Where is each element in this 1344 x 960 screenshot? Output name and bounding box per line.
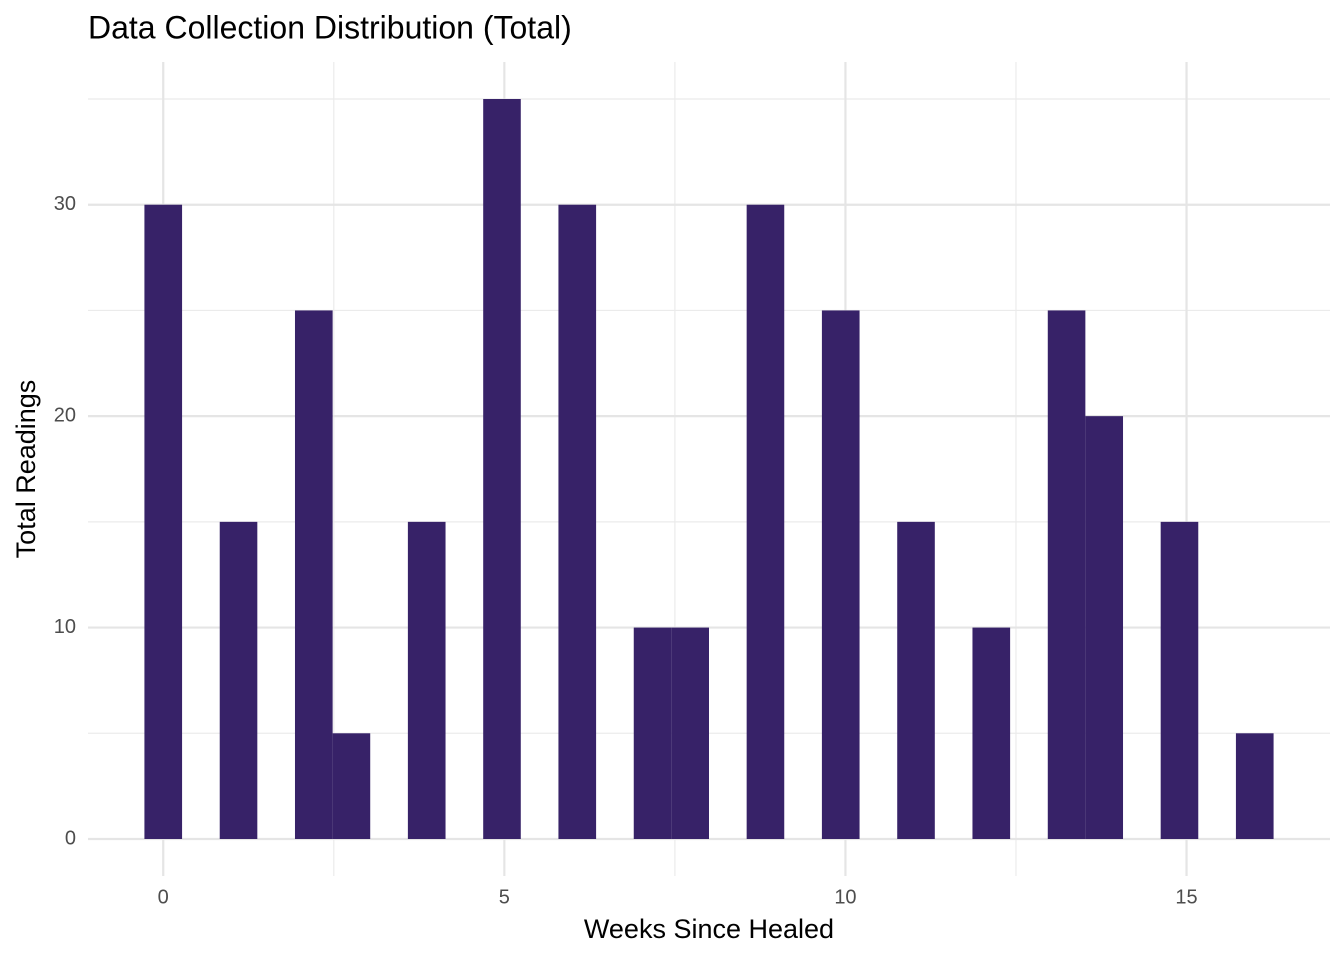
bar xyxy=(671,627,709,839)
bar xyxy=(332,733,371,839)
bar xyxy=(1160,521,1199,839)
bar xyxy=(1235,733,1274,839)
chart-title: Data Collection Distribution (Total) xyxy=(88,9,572,45)
bar xyxy=(219,521,258,839)
y-tick-label: 30 xyxy=(54,193,76,215)
y-axis-title: Total Readings xyxy=(11,380,41,559)
bar xyxy=(294,310,333,839)
x-tick-label: 5 xyxy=(499,886,510,908)
x-axis-title: Weeks Since Healed xyxy=(584,914,834,944)
bar xyxy=(1085,416,1124,839)
bars xyxy=(144,99,1274,839)
bar xyxy=(633,627,672,839)
bar xyxy=(972,627,1011,839)
y-tick-label: 20 xyxy=(54,404,76,426)
bar xyxy=(897,521,935,839)
bar xyxy=(821,310,860,839)
x-tick-label: 15 xyxy=(1175,886,1197,908)
bar xyxy=(483,99,521,839)
y-tick-label: 10 xyxy=(54,616,76,638)
x-tick-label: 10 xyxy=(834,886,856,908)
bar xyxy=(407,521,446,839)
bar xyxy=(558,204,597,839)
y-tick-label: 0 xyxy=(65,827,76,849)
bar xyxy=(144,204,183,839)
bar xyxy=(1047,310,1086,839)
bar xyxy=(746,204,785,839)
x-tick-label: 0 xyxy=(158,886,169,908)
